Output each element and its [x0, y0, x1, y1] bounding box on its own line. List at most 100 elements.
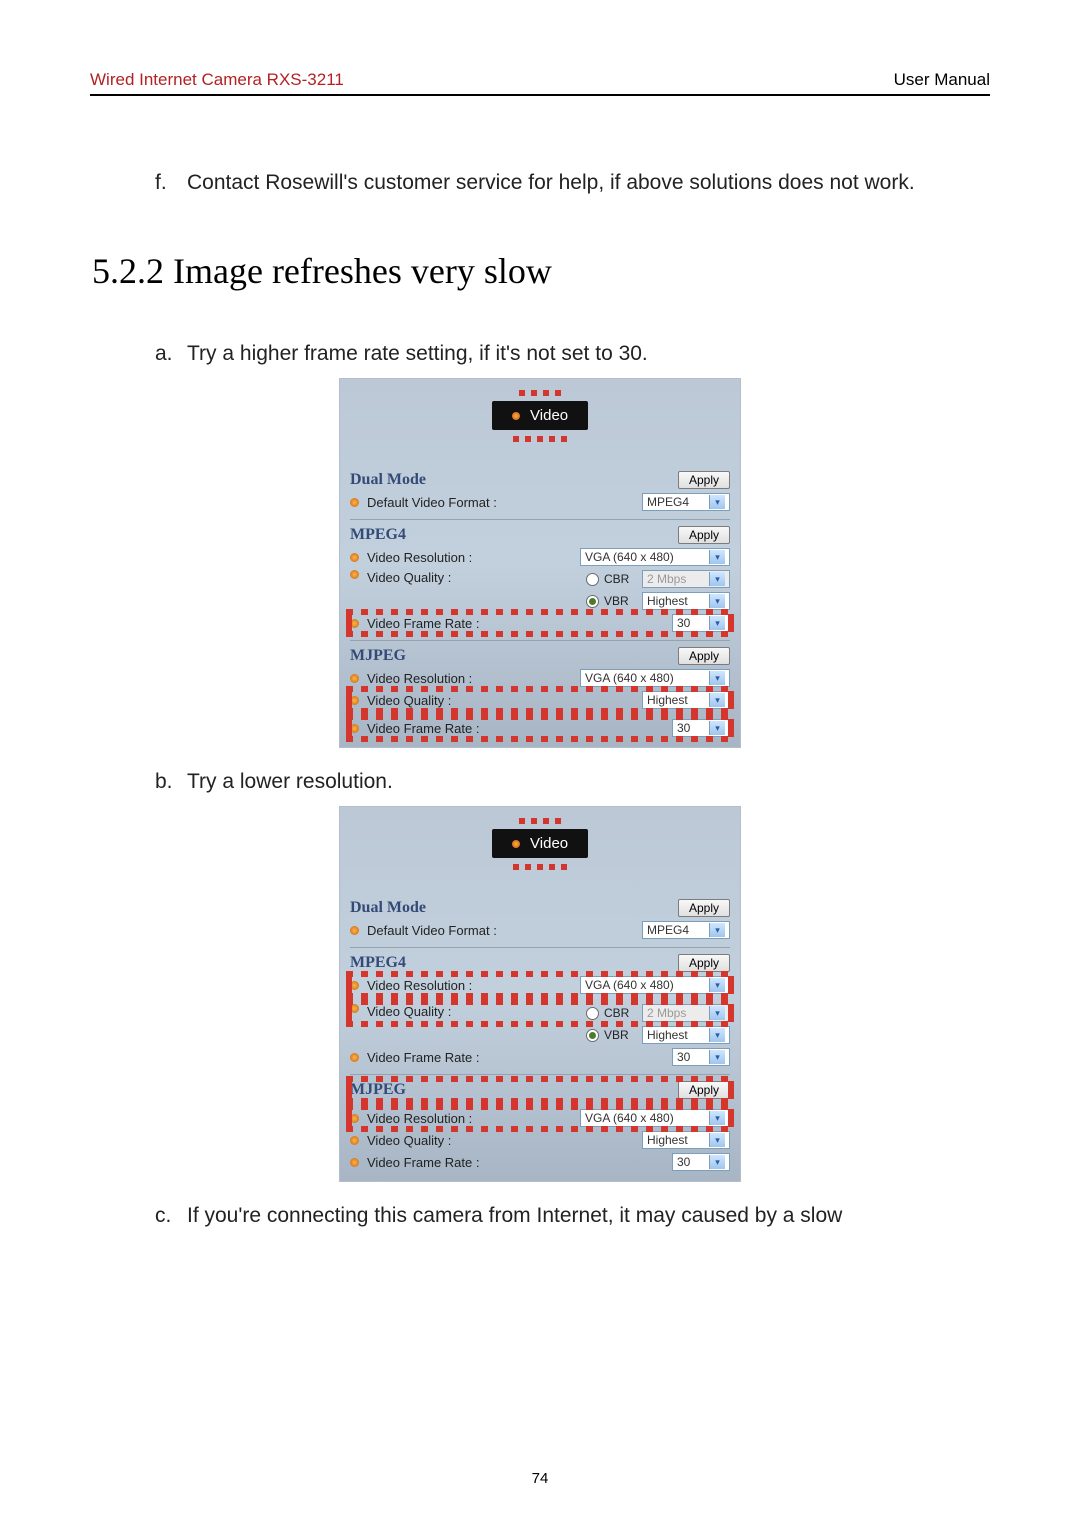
chevron-down-icon: ▾ — [709, 1155, 725, 1169]
mjpeg-frame-rate-highlight: Video Frame Rate : 30▾ — [350, 719, 730, 737]
dual-mode-title: Dual Mode — [350, 899, 426, 917]
list-item-a: a. Try a higher frame rate setting, if i… — [155, 342, 990, 366]
chevron-down-icon: ▾ — [709, 594, 725, 608]
dual-mode-title: Dual Mode — [350, 471, 426, 489]
mpeg4-quality-label: Video Quality : — [367, 570, 586, 585]
mpeg4-title: MPEG4 — [350, 954, 406, 972]
cbr-label: CBR — [604, 1006, 642, 1020]
mpeg4-title: MPEG4 — [350, 526, 406, 544]
dual-mode-apply-button[interactable]: Apply — [678, 899, 730, 917]
doc-type: User Manual — [894, 70, 990, 90]
bullet-icon — [350, 1136, 359, 1145]
mpeg4-resolution-select[interactable]: VGA (640 x 480)▾ — [580, 548, 730, 566]
vbr-value-select[interactable]: Highest▾ — [642, 592, 730, 610]
bullet-icon — [350, 570, 359, 579]
video-tab-icon — [512, 840, 520, 848]
mjpeg-frame-rate-select[interactable]: 30▾ — [672, 1153, 730, 1171]
mjpeg-resolution-select[interactable]: VGA (640 x 480)▾ — [580, 1109, 730, 1127]
chevron-down-icon: ▾ — [709, 978, 725, 992]
video-tab-label: Video — [530, 407, 568, 424]
chevron-down-icon: ▾ — [709, 1028, 725, 1042]
marker-b: b. — [155, 770, 187, 794]
mpeg4-resolution-highlight: Video Resolution : VGA (640 x 480)▾ — [350, 976, 730, 994]
bullet-icon — [350, 926, 359, 935]
default-format-label: Default Video Format : — [367, 923, 642, 938]
text-b: Try a lower resolution. — [187, 770, 393, 794]
page-number: 74 — [532, 1470, 549, 1487]
chevron-down-icon: ▾ — [709, 1111, 725, 1125]
video-settings-panel-a: Video Dual Mode Apply Default Video Form… — [339, 378, 741, 748]
vbr-radio[interactable] — [586, 1029, 599, 1042]
mpeg4-frame-rate-select[interactable]: 30▾ — [672, 614, 730, 632]
chevron-down-icon: ▾ — [709, 572, 725, 586]
mjpeg-resolution-highlight: Video Resolution : VGA (640 x 480)▾ — [350, 1109, 730, 1127]
video-tab[interactable]: Video — [492, 401, 588, 430]
vbr-label: VBR — [604, 1028, 642, 1042]
video-tab[interactable]: Video — [492, 829, 588, 858]
mjpeg-apply-button[interactable]: Apply — [678, 647, 730, 665]
chevron-down-icon: ▾ — [709, 923, 725, 937]
dual-mode-apply-button[interactable]: Apply — [678, 471, 730, 489]
mpeg4-resolution-select[interactable]: VGA (640 x 480)▾ — [580, 976, 730, 994]
chevron-down-icon: ▾ — [709, 1050, 725, 1064]
chevron-down-icon: ▾ — [709, 1006, 725, 1020]
cbr-label: CBR — [604, 572, 642, 586]
text-a: Try a higher frame rate setting, if it's… — [187, 342, 648, 366]
default-format-label: Default Video Format : — [367, 495, 642, 510]
marker-c: c. — [155, 1204, 187, 1228]
chevron-down-icon: ▾ — [709, 616, 725, 630]
mjpeg-frame-rate-label: Video Frame Rate : — [367, 1155, 672, 1170]
mpeg4-frame-rate-highlight: Video Frame Rate : 30▾ — [350, 614, 730, 632]
section-heading: 5.2.2 Image refreshes very slow — [92, 250, 990, 292]
cbr-radio[interactable] — [586, 573, 599, 586]
mpeg4-quality-highlight: Video Quality : CBR 2 Mbps▾ — [350, 1004, 730, 1022]
mpeg4-frame-rate-label: Video Frame Rate : — [367, 1050, 672, 1065]
page-header: Wired Internet Camera RXS-3211 User Manu… — [90, 70, 990, 96]
list-item-f: f. Contact Rosewill's customer service f… — [155, 171, 990, 195]
list-item-c: c. If you're connecting this camera from… — [155, 1204, 990, 1228]
mjpeg-header-highlight: MJPEG Apply — [350, 1081, 730, 1099]
mjpeg-frame-rate-select[interactable]: 30▾ — [672, 719, 730, 737]
vbr-value-select[interactable]: Highest▾ — [642, 1026, 730, 1044]
mjpeg-quality-select[interactable]: Highest▾ — [642, 1131, 730, 1149]
vbr-label: VBR — [604, 594, 642, 608]
bullet-icon — [350, 498, 359, 507]
chevron-down-icon: ▾ — [709, 495, 725, 509]
mpeg4-resolution-label: Video Resolution : — [367, 550, 580, 565]
mjpeg-title: MJPEG — [350, 647, 406, 665]
default-format-select[interactable]: MPEG4▾ — [642, 493, 730, 511]
cbr-radio[interactable] — [586, 1007, 599, 1020]
mpeg4-frame-rate-select[interactable]: 30▾ — [672, 1048, 730, 1066]
text-c: If you're connecting this camera from In… — [187, 1204, 842, 1228]
mjpeg-apply-button[interactable]: Apply — [678, 1081, 730, 1099]
chevron-down-icon: ▾ — [709, 671, 725, 685]
bullet-icon — [350, 1158, 359, 1167]
mjpeg-title: MJPEG — [350, 1081, 406, 1099]
chevron-down-icon: ▾ — [709, 550, 725, 564]
list-item-b: b. Try a lower resolution. — [155, 770, 990, 794]
text-f: Contact Rosewill's customer service for … — [187, 171, 915, 195]
chevron-down-icon: ▾ — [709, 1133, 725, 1147]
mpeg4-apply-button[interactable]: Apply — [678, 954, 730, 972]
video-settings-panel-b: Video Dual Mode Apply Default Video Form… — [339, 806, 741, 1182]
mpeg4-quality-label: Video Quality : — [367, 1004, 586, 1019]
mjpeg-quality-label: Video Quality : — [367, 693, 642, 708]
video-tab-label: Video — [530, 835, 568, 852]
bullet-icon — [350, 1053, 359, 1062]
mjpeg-resolution-label: Video Resolution : — [367, 1111, 580, 1126]
bullet-icon — [350, 553, 359, 562]
marker-f: f. — [155, 171, 187, 195]
mpeg4-apply-button[interactable]: Apply — [678, 526, 730, 544]
vbr-radio[interactable] — [586, 595, 599, 608]
mjpeg-frame-rate-label: Video Frame Rate : — [367, 721, 672, 736]
default-format-select[interactable]: MPEG4▾ — [642, 921, 730, 939]
cbr-value-select[interactable]: 2 Mbps▾ — [642, 1004, 730, 1022]
marker-a: a. — [155, 342, 187, 366]
mjpeg-resolution-select[interactable]: VGA (640 x 480)▾ — [580, 669, 730, 687]
mpeg4-frame-rate-label: Video Frame Rate : — [367, 616, 672, 631]
mjpeg-resolution-label: Video Resolution : — [367, 671, 580, 686]
mjpeg-quality-select[interactable]: Highest▾ — [642, 691, 730, 709]
chevron-down-icon: ▾ — [709, 721, 725, 735]
product-name: Wired Internet Camera RXS-3211 — [90, 70, 344, 90]
cbr-value-select[interactable]: 2 Mbps▾ — [642, 570, 730, 588]
